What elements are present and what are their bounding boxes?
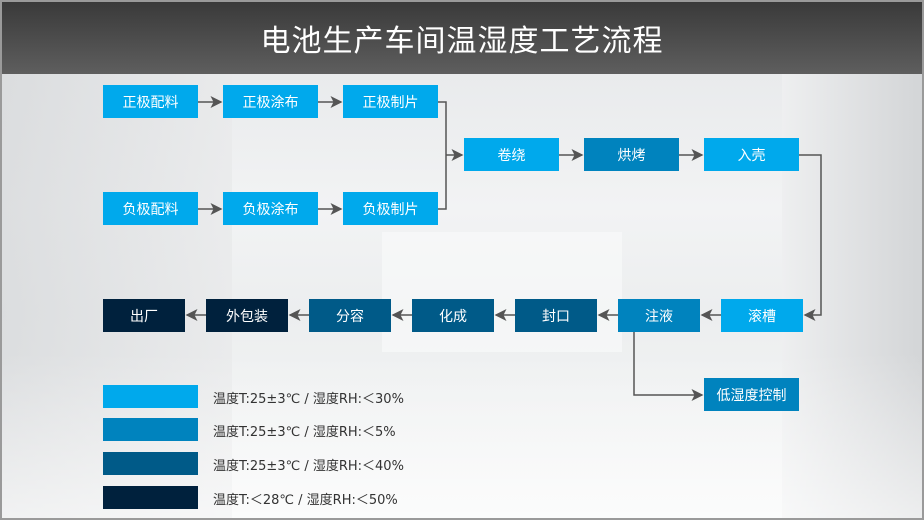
step-pack: 外包装 (206, 299, 288, 332)
step-neg-mix: 负极配料 (103, 192, 198, 225)
step-groove: 滚槽 (721, 299, 803, 332)
step-pos-sheet: 正极制片 (343, 85, 438, 118)
legend-swatch (103, 385, 198, 408)
step-low-humidity: 低湿度控制 (704, 378, 799, 411)
legend-label: 温度T:25±3℃ / 湿度RH:＜40% (213, 459, 404, 474)
step-grade: 分容 (309, 299, 391, 332)
legend-label: 温度T:25±3℃ / 湿度RH:＜30% (213, 392, 404, 407)
step-pos-coat: 正极涂布 (223, 85, 318, 118)
page-title: 电池生产车间温湿度工艺流程 (260, 24, 664, 59)
legend-label: 温度T:25±3℃ / 湿度RH:＜5% (213, 425, 396, 440)
step-ship: 出厂 (103, 299, 185, 332)
arrow (633, 332, 704, 401)
step-wind: 卷绕 (464, 138, 559, 171)
step-bake: 烘烤 (584, 138, 679, 171)
step-pos-mix: 正极配料 (103, 85, 198, 118)
step-inject: 注液 (618, 299, 700, 332)
legend-label: 温度T:＜28℃ / 湿度RH:＜50% (213, 493, 398, 508)
step-neg-sheet: 负极制片 (343, 192, 438, 225)
connector (438, 101, 447, 210)
step-neg-coat: 负极涂布 (223, 192, 318, 225)
step-case: 入壳 (704, 138, 799, 171)
background-photo (382, 232, 622, 352)
step-seal: 封口 (515, 299, 597, 332)
step-form: 化成 (412, 299, 494, 332)
legend-swatch (103, 452, 198, 475)
header-bar: 电池生产车间温湿度工艺流程 (2, 2, 922, 74)
legend-swatch (103, 418, 198, 441)
arrow (799, 154, 822, 321)
legend-swatch (103, 486, 198, 509)
